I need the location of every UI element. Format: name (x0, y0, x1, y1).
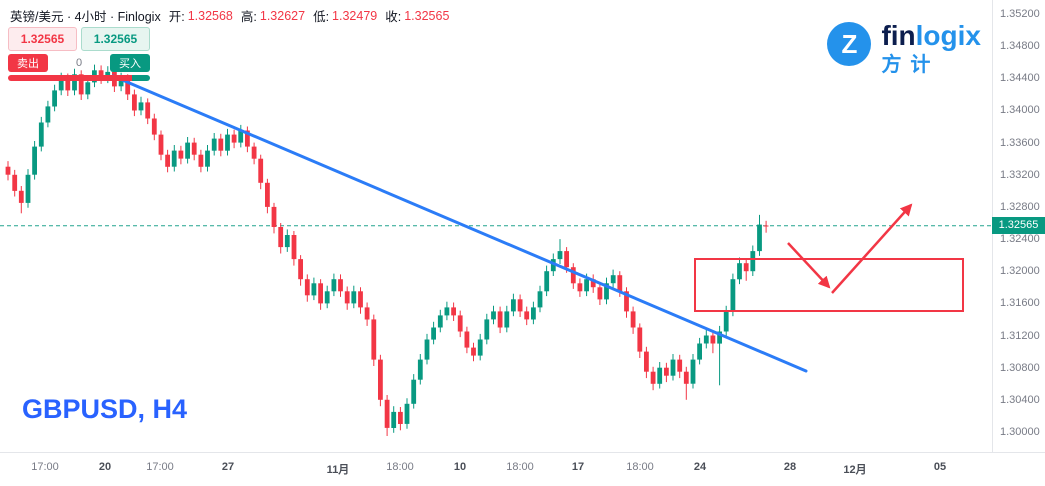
close-value: 1.32565 (404, 8, 450, 23)
time-tick: 05 (933, 461, 947, 473)
time-tick: 27 (221, 461, 235, 473)
price-tick: 1.33600 (1000, 136, 1040, 149)
price-tick: 1.32400 (1000, 233, 1040, 246)
time-tick: 17 (571, 461, 585, 473)
time-tick: 10 (453, 461, 467, 473)
time-tick: 18:00 (626, 461, 654, 473)
time-axis[interactable]: 17:00 20 17:00 27 11月 18:00 10 18:00 17 18:00 24 28… (0, 452, 1045, 486)
logo-logix-text: logix (915, 20, 981, 51)
price-tick: 1.30800 (1000, 361, 1040, 374)
open-label: 开: (168, 10, 185, 24)
time-tick: 12月 (843, 464, 867, 476)
symbol-title: 英镑/美元 · 4小时 · Finlogix (10, 10, 161, 24)
open-value: 1.32568 (187, 8, 233, 23)
time-tick: 24 (693, 461, 707, 473)
price-tick: 1.34000 (1000, 104, 1040, 117)
sell-price[interactable]: 1.32565 (8, 27, 77, 51)
buy-button[interactable]: 买入 (110, 54, 150, 72)
price-tick: 1.30000 (1000, 425, 1040, 438)
finlogix-logo[interactable]: Z finlogix 方计 (827, 22, 981, 75)
sentiment-bar (8, 75, 150, 81)
price-tick: 1.30400 (1000, 393, 1040, 406)
price-tick: 1.31200 (1000, 329, 1040, 342)
time-tick: 17:00 (31, 461, 59, 473)
price-tick: 1.31600 (1000, 297, 1040, 310)
time-tick: 18:00 (386, 461, 414, 473)
price-tick: 1.32000 (1000, 265, 1040, 278)
finlogix-logo-text: finlogix 方计 (881, 20, 981, 76)
spread-value: 0 (75, 57, 83, 69)
close-label: 收: (385, 10, 402, 24)
buy-sentiment-segment (131, 75, 150, 81)
sell-button[interactable]: 卖出 (8, 54, 48, 72)
high-label: 高: (240, 10, 257, 24)
price-tick: 1.34800 (1000, 40, 1040, 53)
last-price-label: 1.32565 (992, 217, 1045, 235)
high-value: 1.32627 (259, 8, 306, 23)
finlogix-logo-icon: Z (827, 22, 872, 66)
symbol-info-bar: 英镑/美元 · 4小时 · Finlogix 开: 1.32568 高: 1.3… (10, 6, 449, 25)
time-tick: 28 (783, 461, 797, 473)
time-tick: 20 (98, 461, 112, 473)
time-tick: 17:00 (146, 461, 174, 473)
finlogix-cn-text: 方计 (881, 54, 940, 76)
buy-price[interactable]: 1.32565 (81, 27, 150, 51)
time-tick: 18:00 (506, 461, 534, 473)
time-tick: 11月 (326, 464, 350, 476)
symbol-watermark: GBPUSD, H4 (22, 394, 188, 424)
price-tick: 1.34400 (1000, 72, 1040, 85)
low-label: 低: (313, 10, 330, 24)
low-value: 1.32479 (332, 8, 378, 23)
buy-sell-widget: 1.32565 1.32565 卖出 0 买入 (8, 27, 150, 81)
logo-fin-text: fin (881, 20, 916, 51)
sell-sentiment-segment (8, 75, 132, 81)
price-tick: 1.32800 (1000, 200, 1040, 213)
price-tick: 1.33200 (1000, 168, 1040, 181)
price-tick: 1.35200 (1000, 8, 1040, 20)
